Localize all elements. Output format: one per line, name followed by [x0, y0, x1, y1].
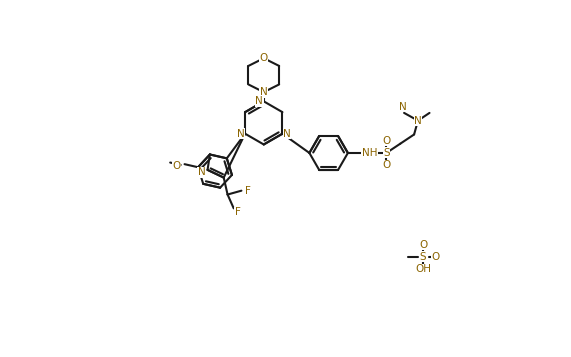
Text: NH: NH — [361, 148, 377, 158]
Text: F: F — [244, 186, 251, 196]
Text: O: O — [419, 240, 427, 250]
Text: O: O — [382, 136, 391, 146]
Text: N: N — [399, 102, 407, 112]
Text: F: F — [235, 207, 240, 217]
Text: N: N — [283, 129, 291, 139]
Text: N: N — [255, 96, 263, 106]
Text: S: S — [383, 148, 389, 158]
Text: N: N — [236, 129, 244, 139]
Text: N: N — [414, 116, 422, 126]
Text: N: N — [260, 87, 268, 97]
Text: O: O — [382, 160, 391, 170]
Text: O: O — [260, 53, 268, 63]
Text: O: O — [172, 161, 181, 171]
Text: S: S — [420, 252, 427, 262]
Text: O: O — [431, 252, 440, 262]
Text: OH: OH — [415, 264, 431, 274]
Text: N: N — [198, 167, 205, 177]
